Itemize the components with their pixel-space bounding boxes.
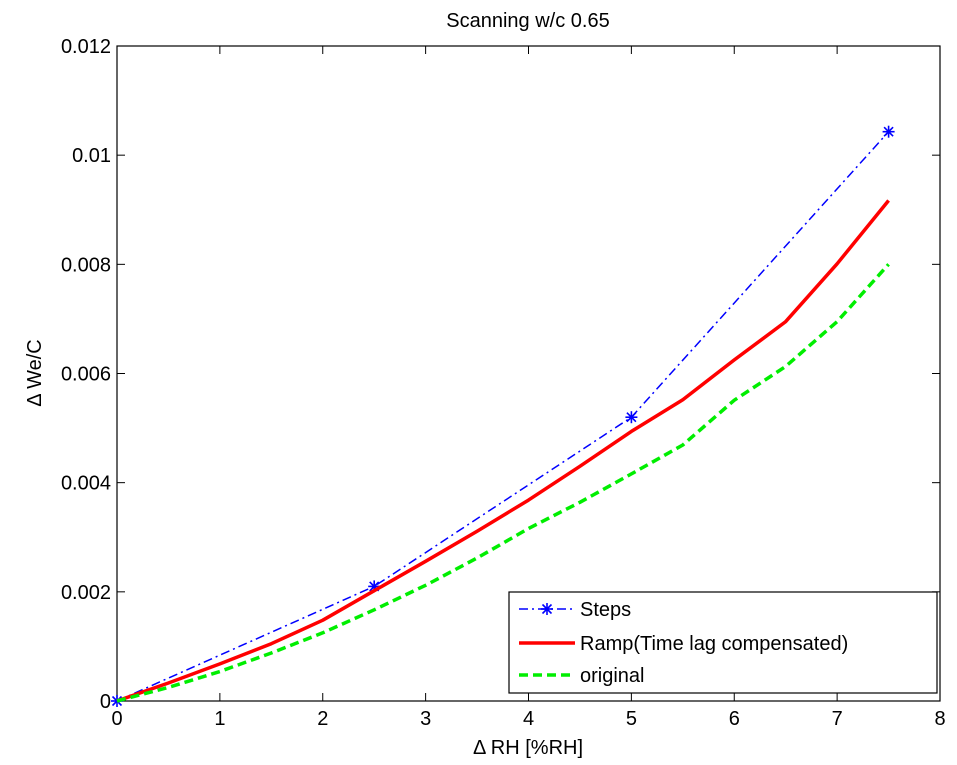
series-layer [111,125,895,707]
y-tick-label: 0.008 [61,254,111,276]
series-line-steps [116,131,890,702]
legend: Steps Ramp(Time lag compensated) origina… [508,591,938,694]
x-tick-label: 0 [111,708,122,730]
axis-ticks: 0 1 2 3 4 5 6 7 8 0 0.002 0.004 0.006 0.008 0.01 0.012 [61,36,946,730]
x-tick-label: 5 [626,708,637,730]
legend-marker-steps [541,603,553,615]
y-tick-label: 0.012 [61,36,111,58]
data-point-steps [625,411,638,424]
data-point-steps [882,125,895,138]
x-tick-label: 2 [317,708,328,730]
legend-label-original: original [580,665,644,687]
x-tick-label: 1 [214,708,225,730]
legend-box [508,591,938,694]
x-axis-label: Δ RH [%RH] [473,737,583,759]
series-line-original [116,263,890,703]
legend-label-steps: Steps [580,599,631,621]
series-line-ramp-time-lag-compensated [116,199,890,703]
x-tick-label: 3 [420,708,431,730]
y-tick-label: 0.002 [61,582,111,604]
y-tick-label: 0 [100,691,111,713]
y-axis-label: Δ We/C [24,339,46,406]
x-tick-label: 6 [729,708,740,730]
legend-label-ramp: Ramp(Time lag compensated) [580,633,848,655]
x-tick-label: 4 [523,708,534,730]
y-tick-label: 0.01 [72,145,111,167]
y-tick-label: 0.004 [61,473,111,495]
chart-title: Scanning w/c 0.65 [446,10,609,32]
y-tick-label: 0.006 [61,364,111,386]
x-tick-label: 8 [934,708,945,730]
x-tick-label: 7 [832,708,843,730]
